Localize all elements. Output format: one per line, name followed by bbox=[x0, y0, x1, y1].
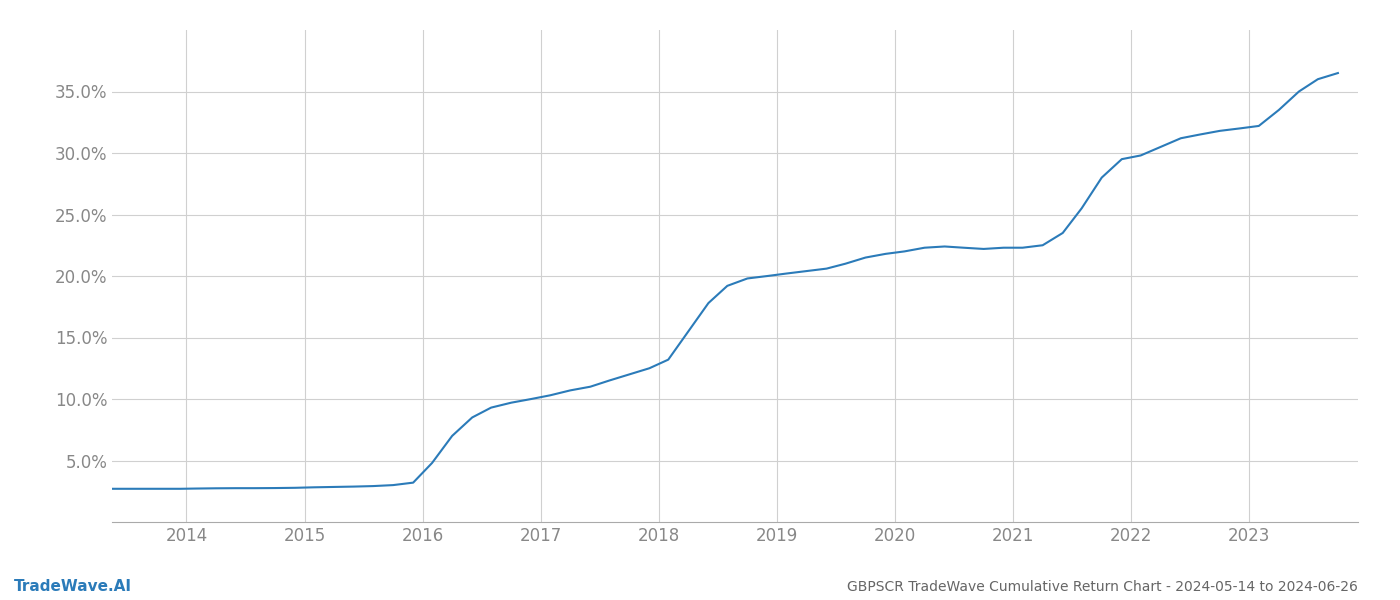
Text: TradeWave.AI: TradeWave.AI bbox=[14, 579, 132, 594]
Text: GBPSCR TradeWave Cumulative Return Chart - 2024-05-14 to 2024-06-26: GBPSCR TradeWave Cumulative Return Chart… bbox=[847, 580, 1358, 594]
